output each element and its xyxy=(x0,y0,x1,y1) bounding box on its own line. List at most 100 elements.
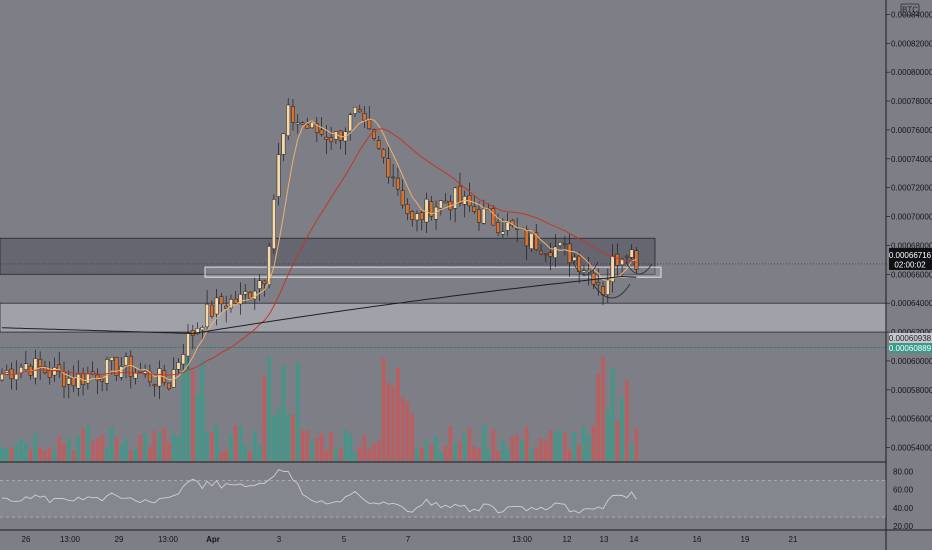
candle-down xyxy=(152,384,157,387)
volume-bar xyxy=(19,438,23,461)
volume-bar xyxy=(138,434,143,461)
candle-up xyxy=(286,104,291,136)
candle-down xyxy=(71,377,76,387)
volume-bar xyxy=(167,442,171,461)
candle-up xyxy=(181,354,186,365)
volume-bar xyxy=(4,448,9,461)
candle-up xyxy=(353,106,357,114)
ma-fast-line xyxy=(1,118,637,382)
candle-up xyxy=(109,357,114,361)
candle-down xyxy=(362,113,367,121)
candle-down xyxy=(491,208,496,226)
volume-bar xyxy=(367,448,372,461)
volume-bar xyxy=(47,447,52,461)
candle-down xyxy=(472,206,477,212)
candle-down xyxy=(248,291,252,299)
price-tick-label: 0.00076000 xyxy=(891,126,932,135)
candle-down xyxy=(567,243,572,264)
candle-down xyxy=(524,229,529,247)
zone-light xyxy=(0,302,887,333)
volume-bar xyxy=(38,447,42,461)
candle-up xyxy=(581,270,586,273)
candle-up xyxy=(243,291,248,295)
pattern-arcs xyxy=(572,261,653,299)
price-tick-label: 0.00068000 xyxy=(891,241,932,250)
volume-bar xyxy=(43,450,47,461)
volume-bar xyxy=(396,367,400,461)
volume-bar xyxy=(133,448,138,461)
candle-up xyxy=(333,131,338,140)
volume-bar xyxy=(28,449,33,461)
candle-up xyxy=(214,297,219,315)
candle-down xyxy=(457,185,462,204)
candle-up xyxy=(200,327,205,331)
price-tick-label: 0.00054000 xyxy=(891,444,932,453)
rsi-tick-label: 20.00 xyxy=(893,522,914,531)
volume-bar xyxy=(305,430,310,461)
volume-bar xyxy=(124,438,128,461)
volume-bar xyxy=(119,445,124,461)
candle-up xyxy=(229,299,233,309)
candle-down xyxy=(209,304,214,317)
rsi-tick-label: 60.00 xyxy=(893,486,914,495)
candle-up xyxy=(238,294,243,305)
volume-bar xyxy=(391,385,395,461)
candle-up xyxy=(119,366,124,378)
volume-bar xyxy=(281,365,286,461)
volume-bar xyxy=(219,452,224,461)
volume-bar xyxy=(472,446,477,461)
candle-down xyxy=(224,305,229,309)
time-tick-label: 13:00 xyxy=(158,535,179,544)
volume-bar xyxy=(334,447,338,461)
volume-bar xyxy=(71,450,76,461)
candle-down xyxy=(372,129,377,139)
volume-bar xyxy=(458,441,462,461)
volume-bar xyxy=(439,452,443,461)
candle-down xyxy=(300,122,305,125)
candle-down xyxy=(167,382,171,390)
volume-bar xyxy=(210,432,214,461)
volume-bar xyxy=(143,434,147,461)
time-tick-label: Apr xyxy=(206,535,220,544)
volume-bar xyxy=(582,426,586,461)
candle-up xyxy=(176,362,181,370)
candle-up xyxy=(133,372,138,379)
candle-down xyxy=(324,136,329,140)
countdown-value: 02:00:02 xyxy=(894,261,926,270)
volume-bar xyxy=(310,439,314,461)
volume-bar xyxy=(501,440,505,461)
volume-bar xyxy=(453,442,457,461)
volume-bar xyxy=(410,413,415,461)
candle-up xyxy=(157,368,162,387)
volume-bar xyxy=(605,409,610,461)
volume-bar xyxy=(315,437,319,461)
volume-bar xyxy=(295,362,300,461)
candle-down xyxy=(548,252,553,257)
candle-down xyxy=(515,228,520,230)
rsi-axis[interactable]: 80.00 60.00 40.00 20.00 xyxy=(893,467,914,531)
volume-bar xyxy=(567,449,572,461)
time-axis[interactable]: 26 13:00 29 13:00 Apr 3 5 7 13:00 12 13 14 16 19 21 xyxy=(22,535,798,544)
volume-bar xyxy=(400,397,405,461)
candle-down xyxy=(57,364,62,372)
candle-down xyxy=(596,282,601,286)
candle-up xyxy=(500,231,505,235)
volume-bar xyxy=(539,438,543,461)
volume-bar xyxy=(162,428,166,461)
volume-bar xyxy=(233,425,238,461)
currency-badge-label: BTC xyxy=(902,6,918,15)
volume-bar xyxy=(329,432,333,461)
candle-down xyxy=(615,253,620,266)
price-tick-label: 0.00060000 xyxy=(891,357,932,366)
candle-down xyxy=(329,137,334,143)
volume-bar xyxy=(148,446,152,461)
candle-down xyxy=(496,222,501,233)
candle-down xyxy=(138,370,143,373)
volume-bar xyxy=(529,447,534,461)
candle-up xyxy=(66,378,71,385)
candle-up xyxy=(553,246,558,258)
volume-bar xyxy=(14,444,19,461)
volume-bar xyxy=(543,440,548,461)
candle-up xyxy=(586,270,591,273)
